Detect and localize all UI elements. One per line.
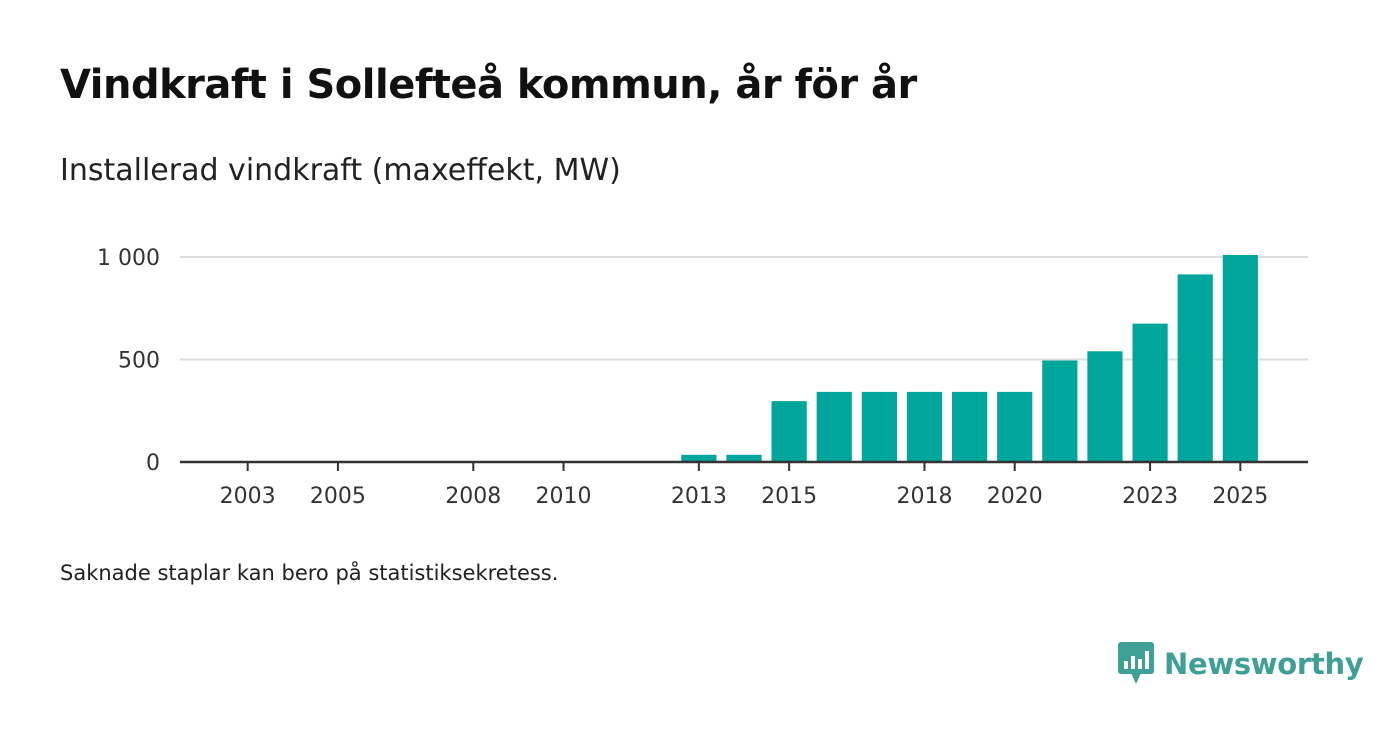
x-tick-label: 2003 bbox=[220, 484, 276, 509]
x-tick-label: 2008 bbox=[445, 484, 501, 509]
bar bbox=[816, 391, 852, 462]
y-tick-label: 500 bbox=[118, 349, 160, 374]
footnote: Saknade staplar kan bero på statistiksek… bbox=[60, 561, 559, 585]
bar bbox=[1087, 351, 1123, 462]
brand-logo: Newsworthy bbox=[1118, 642, 1364, 686]
bar bbox=[771, 401, 807, 462]
bar bbox=[1222, 254, 1258, 462]
x-tick-label: 2013 bbox=[671, 484, 727, 509]
x-tick-label: 2010 bbox=[536, 484, 592, 509]
x-tick-label: 2025 bbox=[1212, 484, 1268, 509]
chart-title: Vindkraft i Sollefteå kommun, år för år bbox=[60, 62, 917, 108]
x-tick-label: 2020 bbox=[987, 484, 1043, 509]
bar bbox=[906, 391, 943, 462]
newsworthy-logo-icon bbox=[1118, 642, 1154, 684]
chart-subtitle: Installerad vindkraft (maxeffekt, MW) bbox=[60, 153, 621, 188]
bar bbox=[681, 454, 717, 462]
bar bbox=[952, 391, 988, 462]
bar bbox=[1132, 323, 1168, 462]
brand-name: Newsworthy bbox=[1164, 647, 1364, 681]
x-tick-label: 2023 bbox=[1122, 484, 1178, 509]
x-tick-label: 2018 bbox=[896, 484, 952, 509]
x-tick-label: 2015 bbox=[761, 484, 817, 509]
bar bbox=[1177, 274, 1213, 462]
bar bbox=[1042, 360, 1078, 462]
y-tick-label: 0 bbox=[146, 451, 160, 476]
bar bbox=[997, 391, 1033, 462]
x-tick-label: 2005 bbox=[310, 484, 366, 509]
bar bbox=[861, 391, 897, 462]
bar bbox=[726, 454, 762, 462]
y-tick-label: 1 000 bbox=[97, 246, 160, 271]
